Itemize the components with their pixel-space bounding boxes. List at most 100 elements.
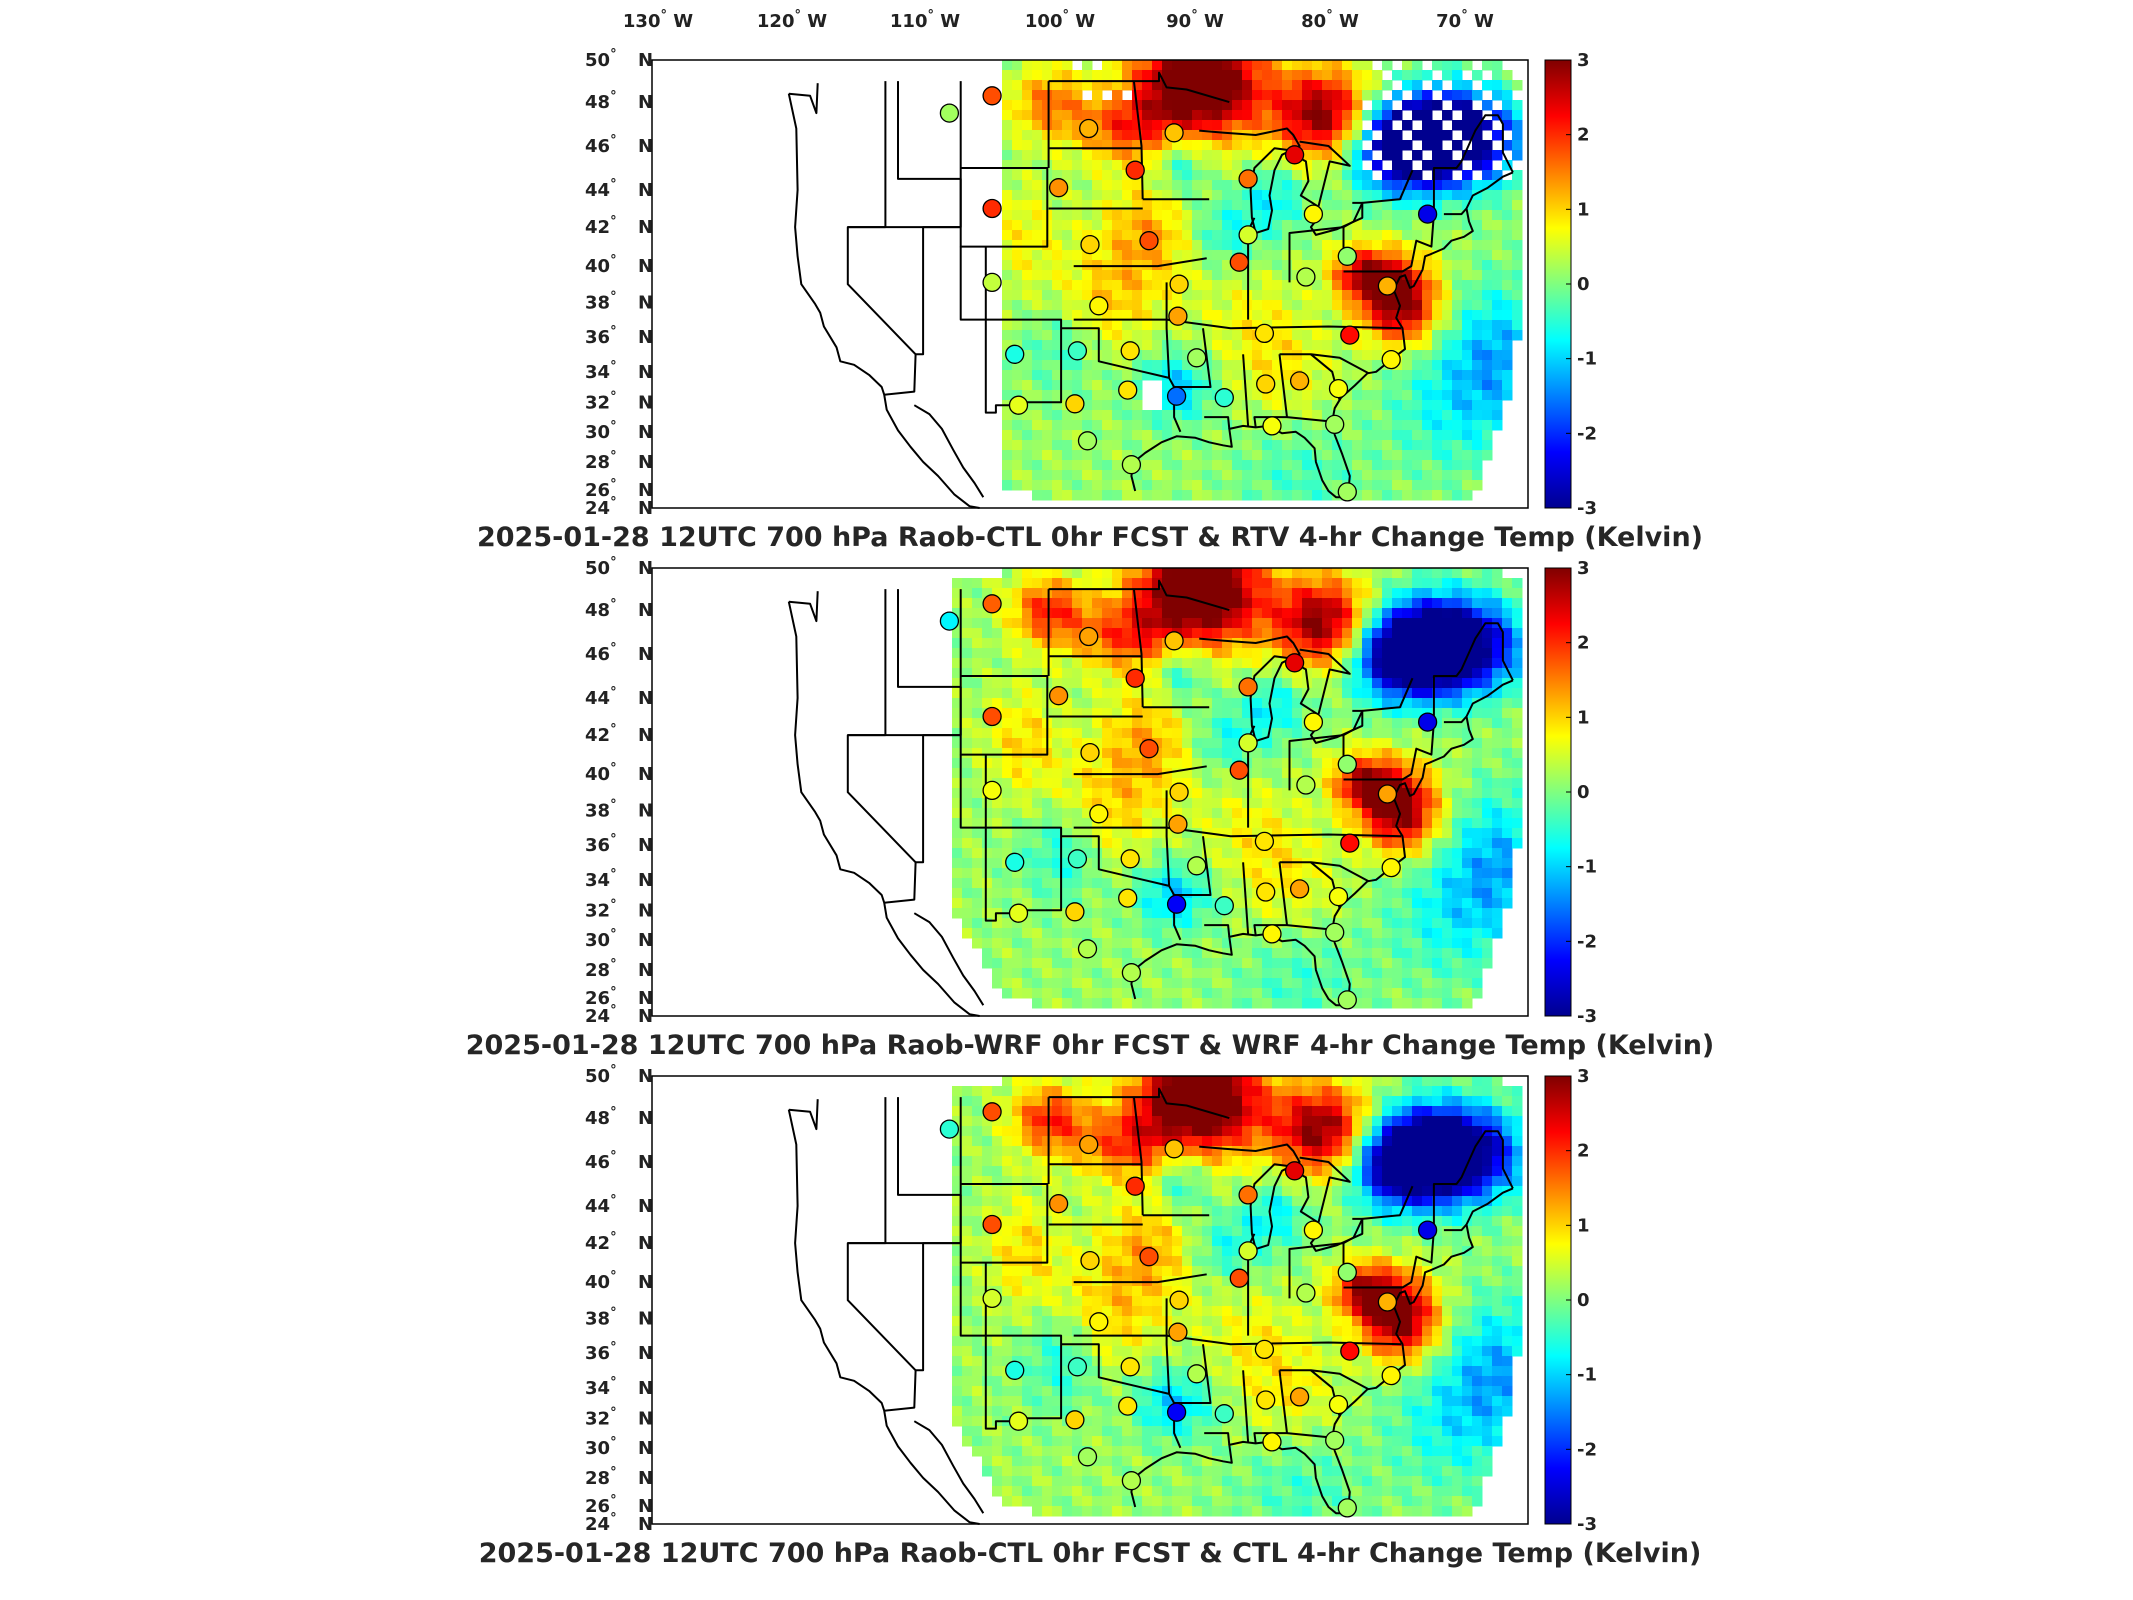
lat-tick-label: 44° N bbox=[585, 177, 653, 201]
lat-tick-label: 30° N bbox=[585, 1435, 653, 1459]
station-marker bbox=[1187, 348, 1207, 368]
station-marker bbox=[1377, 276, 1398, 296]
station-marker bbox=[1164, 123, 1184, 143]
state-and-coast-outlines bbox=[787, 71, 1514, 509]
colorbar-tick-label: 1 bbox=[1577, 1215, 1590, 1236]
station-marker bbox=[1008, 903, 1029, 923]
station-marker bbox=[1139, 1247, 1159, 1267]
station-marker bbox=[982, 594, 1002, 614]
station-marker bbox=[1337, 1498, 1357, 1518]
station-marker bbox=[1328, 378, 1349, 399]
lat-tick-label: 50° N bbox=[585, 47, 653, 71]
lat-tick-label: 34° N bbox=[585, 867, 653, 891]
lat-tick-label: 32° N bbox=[585, 1405, 653, 1429]
station-marker bbox=[1256, 374, 1276, 394]
raob-station-markers bbox=[939, 594, 1438, 1010]
lat-tick-label: 28° N bbox=[585, 1465, 653, 1489]
lat-tick-label: 36° N bbox=[585, 1340, 653, 1364]
station-marker bbox=[1340, 325, 1360, 345]
station-marker bbox=[1089, 1312, 1109, 1332]
station-marker bbox=[1337, 990, 1357, 1010]
station-marker bbox=[1079, 118, 1099, 139]
station-marker bbox=[1296, 1283, 1316, 1303]
station-marker bbox=[1238, 169, 1258, 189]
station-marker bbox=[1168, 1322, 1188, 1342]
station-marker bbox=[1077, 1447, 1098, 1467]
lon-tick-label: 110° W bbox=[890, 8, 960, 32]
station-marker bbox=[1254, 831, 1275, 852]
station-marker bbox=[1229, 760, 1249, 780]
lat-tick-label: 38° N bbox=[585, 797, 653, 821]
station-marker bbox=[1164, 1139, 1184, 1159]
lat-tick-label: 48° N bbox=[585, 89, 653, 113]
lat-tick-label: 42° N bbox=[585, 214, 653, 238]
station-marker bbox=[1284, 145, 1305, 165]
lat-tick-label: 46° N bbox=[585, 641, 653, 665]
station-marker bbox=[1125, 160, 1145, 180]
station-marker bbox=[1337, 246, 1357, 266]
station-marker bbox=[1166, 386, 1187, 406]
lat-tick-label: 38° N bbox=[585, 1305, 653, 1329]
station-marker bbox=[1065, 902, 1085, 922]
temperature-change-field bbox=[952, 568, 1523, 1009]
station-marker bbox=[1417, 1220, 1438, 1240]
station-marker bbox=[1164, 631, 1184, 651]
station-marker bbox=[1166, 1402, 1187, 1422]
station-marker bbox=[1089, 296, 1109, 316]
station-marker bbox=[982, 780, 1002, 801]
station-marker bbox=[1325, 922, 1345, 943]
station-marker bbox=[1284, 653, 1305, 673]
station-marker bbox=[1048, 178, 1069, 198]
station-marker bbox=[1067, 849, 1088, 869]
station-marker bbox=[1125, 1176, 1145, 1196]
lat-tick-label: 44° N bbox=[585, 1193, 653, 1217]
station-marker bbox=[1325, 414, 1345, 435]
station-marker bbox=[1080, 234, 1100, 255]
station-marker bbox=[1289, 371, 1310, 391]
station-marker bbox=[1238, 1241, 1258, 1261]
lat-tick-label: 40° N bbox=[585, 761, 653, 785]
station-marker bbox=[982, 272, 1002, 293]
lat-tick-label: 48° N bbox=[585, 597, 653, 621]
station-marker bbox=[1008, 1411, 1029, 1431]
lat-tick-label: 32° N bbox=[585, 897, 653, 921]
station-marker bbox=[1262, 416, 1282, 436]
station-marker bbox=[982, 198, 1002, 219]
station-marker bbox=[1289, 879, 1310, 899]
lat-tick-label: 26° N bbox=[585, 477, 653, 501]
colorbar-tick-label: 0 bbox=[1577, 274, 1590, 295]
station-marker bbox=[982, 86, 1002, 106]
lat-tick-label: 44° N bbox=[585, 685, 653, 709]
station-marker bbox=[1296, 775, 1316, 795]
station-marker bbox=[1005, 344, 1025, 364]
station-marker bbox=[1337, 1262, 1357, 1282]
colorbar-tick-label: 3 bbox=[1577, 50, 1590, 71]
station-marker bbox=[1166, 894, 1187, 914]
station-marker bbox=[1080, 742, 1100, 763]
temperature-change-field bbox=[952, 1076, 1523, 1517]
station-marker bbox=[1079, 1134, 1099, 1155]
panel-title: 2025-01-28 12UTC 700 hPa Raob-CTL 0hr FC… bbox=[479, 1538, 1702, 1569]
colorbar-tick-label: -3 bbox=[1577, 498, 1597, 519]
station-marker bbox=[1079, 626, 1099, 647]
station-marker bbox=[1005, 1360, 1025, 1380]
station-marker bbox=[1417, 204, 1438, 224]
station-marker bbox=[1303, 204, 1324, 224]
lat-tick-label: 38° N bbox=[585, 289, 653, 313]
lat-tick-label: 46° N bbox=[585, 133, 653, 157]
colorbar-tick-label: 2 bbox=[1577, 125, 1590, 146]
colorbar-tick-label: -1 bbox=[1577, 1365, 1597, 1386]
station-marker bbox=[1284, 1161, 1305, 1181]
station-marker bbox=[1187, 856, 1207, 876]
station-marker bbox=[1238, 225, 1258, 245]
lat-tick-label: 40° N bbox=[585, 253, 653, 277]
station-marker bbox=[1238, 677, 1258, 697]
lat-tick-label: 26° N bbox=[585, 1493, 653, 1517]
station-marker bbox=[1139, 739, 1159, 759]
colorbar-tick-label: 1 bbox=[1577, 707, 1590, 728]
colorbar-tick-label: 1 bbox=[1577, 199, 1590, 220]
station-marker bbox=[1065, 1410, 1085, 1430]
station-marker bbox=[1169, 782, 1189, 802]
station-marker bbox=[1067, 1357, 1088, 1377]
longitude-tick-labels: 130° W 120° W 110° W 100° W 90° W 80° W 70° W bbox=[623, 8, 1494, 32]
